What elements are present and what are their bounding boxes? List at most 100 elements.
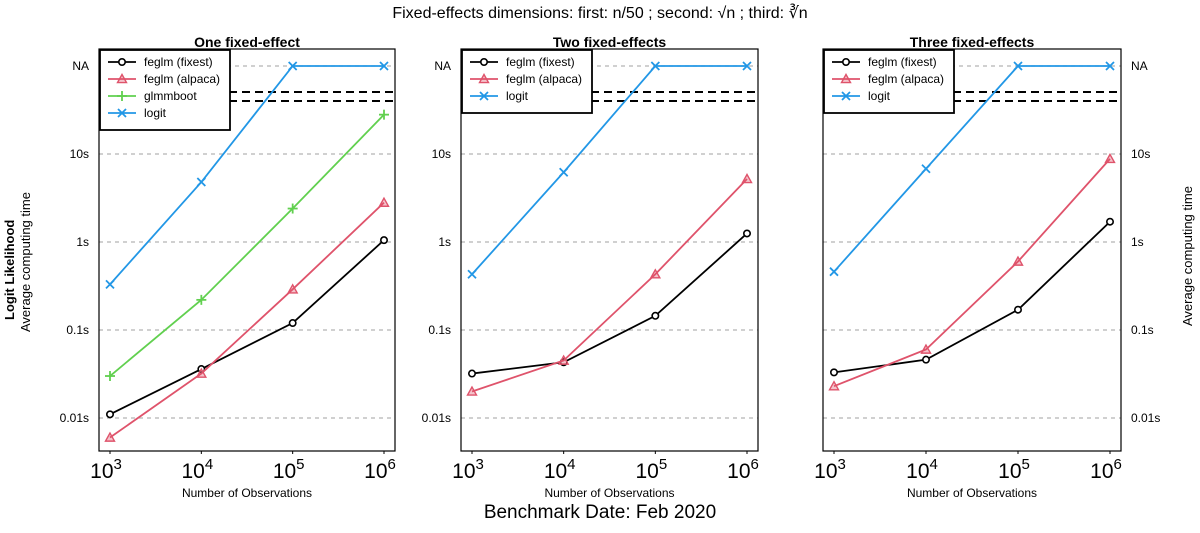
y-tick-label: 0.01s: [422, 411, 451, 425]
y-tick-label: NA: [1131, 59, 1148, 73]
data-point: [651, 311, 660, 320]
x-tick-label: 105: [273, 456, 305, 483]
data-point: [921, 355, 930, 364]
data-point: [829, 267, 839, 277]
legend-label: feglm (alpaca): [506, 72, 582, 86]
y-tick-label: 1s: [1131, 235, 1144, 249]
x-tick-label: 105: [635, 456, 667, 483]
y-tick-label: 0.01s: [1131, 411, 1160, 425]
series-line: [109, 114, 385, 377]
data-point: [466, 385, 478, 396]
series-logit: [829, 61, 1115, 277]
x-tick-label: 103: [90, 456, 122, 483]
data-point: [1105, 61, 1115, 71]
data-point: [920, 343, 932, 354]
data-point: [1012, 255, 1024, 266]
panel-2: Two fixed-effects 0.01s 0.1s 1s 10s NA 103 104 1…: [422, 34, 759, 500]
series-line: [833, 158, 1111, 388]
y-tick-label: 0.1s: [428, 323, 451, 337]
series-line: [471, 65, 747, 275]
series-line: [109, 201, 385, 439]
series-line: [471, 178, 748, 393]
data-point: [649, 268, 662, 279]
y-tick-label: NA: [72, 59, 89, 73]
data-point: [196, 177, 206, 187]
data-point: [106, 410, 115, 419]
y-tick-label: 1s: [76, 235, 89, 249]
legend-label: feglm (alpaca): [144, 72, 220, 86]
plot-frame: [822, 48, 1122, 452]
x-tick-label: 105: [998, 456, 1030, 483]
data-point: [195, 367, 208, 378]
x-tick-label: 104: [544, 456, 576, 483]
series-line: [471, 232, 748, 375]
data-point: [379, 61, 389, 71]
data-point: [467, 369, 476, 378]
panel-1: One fixed-effect 0.01s 0.1s 1s 10s NA 103 104 10…: [60, 34, 396, 500]
x-tick-label: 103: [814, 456, 846, 483]
data-point: [478, 73, 490, 84]
series-glmmboot: [105, 109, 389, 382]
legend-label: feglm (fixest): [868, 55, 937, 69]
x-axis-title: Number of Observations: [544, 486, 674, 500]
data-point: [288, 319, 297, 328]
series-feglm-fixest-: [106, 236, 388, 419]
series-feglm-alpaca-: [828, 152, 1116, 391]
y-tick-label: 10s: [432, 147, 451, 161]
x-tick-label: 106: [1090, 456, 1122, 483]
data-point: [829, 368, 838, 377]
data-point: [379, 236, 388, 245]
y-tick-label: 10s: [70, 147, 89, 161]
data-point: [117, 108, 127, 118]
y-tick-label: NA: [434, 59, 451, 73]
y-tick-label: 10s: [1131, 147, 1150, 161]
legend-label: feglm (fixest): [144, 55, 213, 69]
data-point: [741, 173, 753, 184]
data-point: [1104, 152, 1116, 164]
x-tick-label: 103: [452, 456, 484, 483]
y-tick-label: 0.01s: [60, 411, 89, 425]
panel-title: One fixed-effect: [194, 34, 300, 50]
data-point: [840, 73, 852, 84]
x-axis-title: Number of Observations: [182, 486, 312, 500]
x-tick-label: 104: [181, 456, 213, 483]
data-point: [104, 431, 116, 442]
x-tick-label: 106: [364, 456, 396, 483]
data-point: [841, 57, 850, 66]
data-point: [559, 167, 569, 177]
data-point: [378, 196, 390, 207]
panel-3: Three fixed-effects 0.01s 0.1s 1s 10s NA 103 10…: [814, 34, 1160, 500]
series-feglm-fixest-: [829, 217, 1115, 377]
series-logit: [467, 61, 752, 279]
legend-label: logit: [144, 106, 167, 120]
data-point: [1013, 61, 1023, 71]
data-point: [742, 61, 752, 71]
data-point: [116, 73, 128, 84]
data-point: [467, 269, 477, 279]
series-line: [109, 239, 385, 416]
plot-frame: [98, 48, 396, 452]
y-tick-label: 1s: [438, 235, 451, 249]
plot-frame: [460, 48, 759, 452]
legend-label: feglm (alpaca): [868, 72, 944, 86]
benchmark-date: Benchmark Date: Feb 2020: [483, 502, 717, 523]
data-point: [479, 91, 489, 101]
data-point: [650, 61, 660, 71]
series-feglm-alpaca-: [104, 196, 390, 442]
y-tick-label: 0.1s: [1131, 323, 1154, 337]
series-line: [109, 65, 384, 285]
data-point: [105, 279, 115, 290]
data-point: [118, 57, 127, 66]
data-point: [828, 380, 840, 391]
data-point: [841, 91, 851, 101]
series-feglm-alpaca-: [466, 173, 753, 396]
legend-label: glmmboot: [144, 89, 197, 103]
data-point: [921, 164, 931, 174]
data-point: [1106, 217, 1115, 226]
x-tick-label: 106: [727, 456, 759, 483]
panel-title: Two fixed-effects: [553, 34, 667, 50]
series-line: [833, 65, 1110, 273]
figure-title: Fixed-effects dimensions: first: n/50 ; …: [392, 5, 808, 22]
data-point: [1013, 305, 1022, 314]
